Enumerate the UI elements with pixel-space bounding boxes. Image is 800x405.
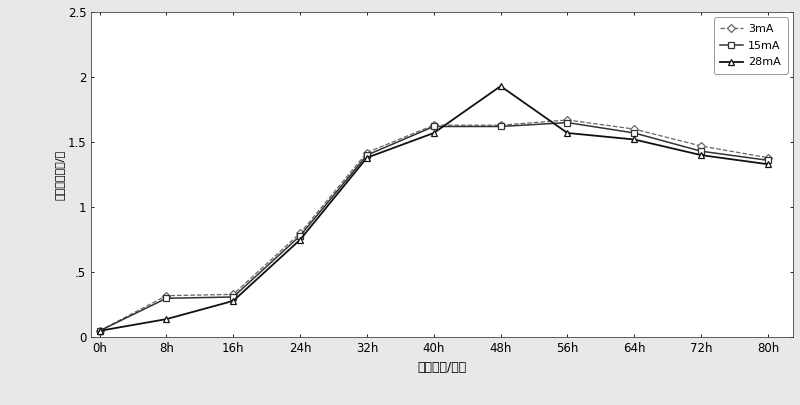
15mA <box>229 294 238 299</box>
15mA <box>162 296 171 301</box>
28mA <box>295 237 305 242</box>
3mA <box>162 293 171 298</box>
X-axis label: 培养时间/小时: 培养时间/小时 <box>418 361 466 374</box>
28mA <box>496 84 506 89</box>
28mA <box>94 328 104 333</box>
3mA <box>696 144 706 149</box>
15mA <box>496 124 506 129</box>
Line: 28mA: 28mA <box>97 83 770 334</box>
Line: 3mA: 3mA <box>97 117 770 334</box>
3mA <box>496 123 506 128</box>
3mA <box>295 231 305 236</box>
15mA <box>763 158 773 163</box>
3mA <box>229 292 238 297</box>
28mA <box>696 153 706 158</box>
15mA <box>696 149 706 153</box>
Y-axis label: 固体综合数量/亿: 固体综合数量/亿 <box>55 149 65 200</box>
3mA <box>362 150 372 155</box>
Legend: 3mA, 15mA, 28mA: 3mA, 15mA, 28mA <box>714 17 787 74</box>
15mA <box>295 233 305 238</box>
15mA <box>630 130 639 135</box>
15mA <box>562 120 572 125</box>
28mA <box>229 298 238 303</box>
28mA <box>362 155 372 160</box>
28mA <box>562 130 572 135</box>
3mA <box>429 123 438 128</box>
28mA <box>630 137 639 142</box>
15mA <box>362 153 372 158</box>
Line: 15mA: 15mA <box>97 120 770 334</box>
28mA <box>763 162 773 167</box>
3mA <box>630 127 639 132</box>
3mA <box>763 155 773 160</box>
28mA <box>429 130 438 135</box>
15mA <box>94 328 104 333</box>
3mA <box>94 328 104 333</box>
3mA <box>562 117 572 122</box>
15mA <box>429 124 438 129</box>
28mA <box>162 317 171 322</box>
